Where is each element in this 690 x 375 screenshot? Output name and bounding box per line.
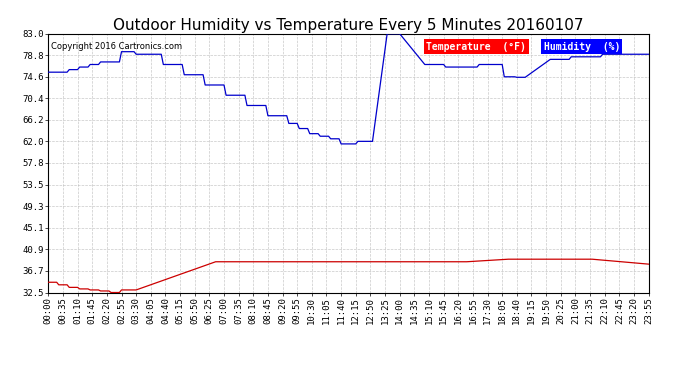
Text: Humidity  (%): Humidity (%) — [544, 42, 620, 51]
Text: Temperature  (°F): Temperature (°F) — [426, 42, 526, 51]
Text: Copyright 2016 Cartronics.com: Copyright 2016 Cartronics.com — [51, 42, 182, 51]
Title: Outdoor Humidity vs Temperature Every 5 Minutes 20160107: Outdoor Humidity vs Temperature Every 5 … — [113, 18, 584, 33]
